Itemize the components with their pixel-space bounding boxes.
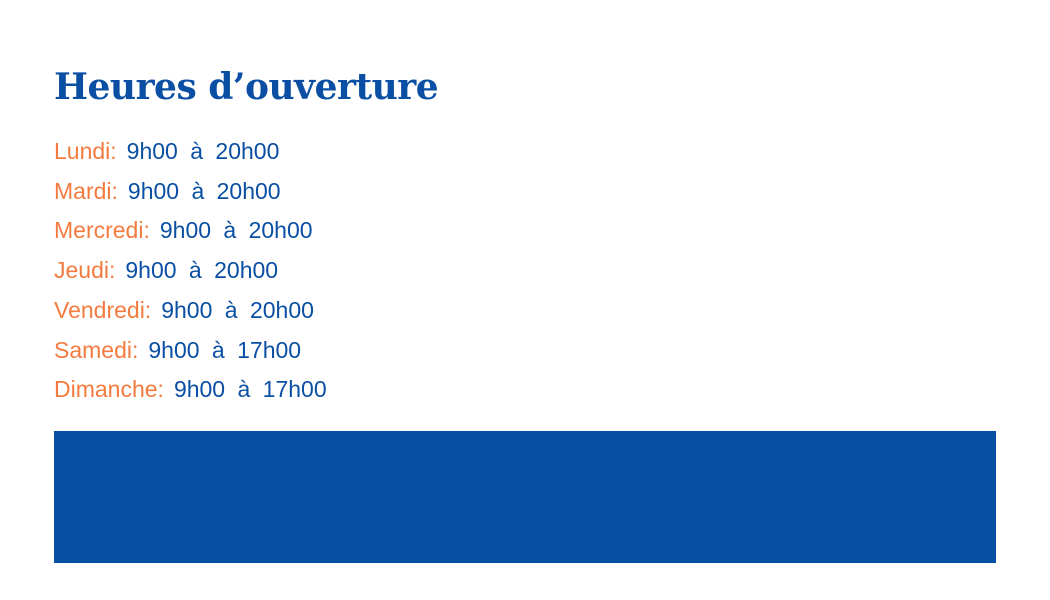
hours-row-monday: Lundi: 9h00 à 20h00 bbox=[54, 132, 327, 172]
hours-row-thursday: Jeudi: 9h00 à 20h00 bbox=[54, 251, 327, 291]
opening-hours-list: Lundi: 9h00 à 20h00 Mardi: 9h00 à 20h00 Me… bbox=[54, 132, 327, 410]
day-label: Jeudi: bbox=[54, 257, 116, 284]
time-range: 9h00 à 17h00 bbox=[173, 376, 327, 403]
time-range: 9h00 à 20h00 bbox=[159, 217, 313, 244]
blue-banner bbox=[54, 431, 996, 563]
day-label: Samedi: bbox=[54, 336, 139, 363]
time-range: 9h00 à 17h00 bbox=[148, 336, 302, 363]
day-label: Mercredi: bbox=[54, 217, 150, 244]
day-label: Lundi: bbox=[54, 138, 117, 164]
day-label: Mardi: bbox=[54, 177, 118, 204]
hours-row-friday: Vendredi: 9h00 à 20h00 bbox=[54, 291, 327, 331]
time-range: 9h00 à 20h00 bbox=[161, 296, 314, 323]
time-range: 9h00 à 20h00 bbox=[126, 138, 280, 164]
hours-row-wednesday: Mercredi: 9h00 à 20h00 bbox=[54, 211, 327, 251]
day-label: Dimanche: bbox=[54, 376, 164, 403]
hours-row-sunday: Dimanche: 9h00 à 17h00 bbox=[54, 370, 327, 410]
day-label: Vendredi: bbox=[54, 296, 152, 323]
time-range: 9h00 à 20h00 bbox=[125, 257, 279, 284]
hours-row-saturday: Samedi: 9h00 à 17h00 bbox=[54, 331, 327, 371]
time-range: 9h00 à 20h00 bbox=[127, 177, 281, 204]
hours-row-tuesday: Mardi: 9h00 à 20h00 bbox=[54, 172, 327, 212]
page-title: Heures d’ouverture bbox=[54, 66, 439, 108]
